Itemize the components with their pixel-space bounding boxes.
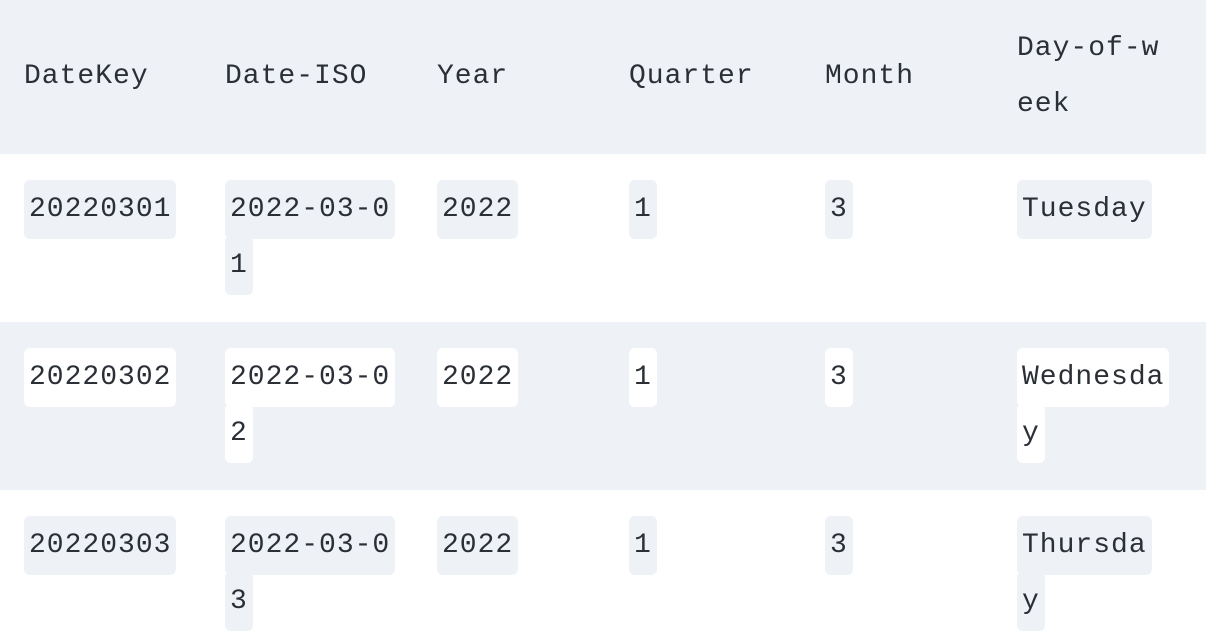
- column-header-datekey: DateKey: [24, 61, 149, 92]
- table-row: 20220301 2022-03-01 2022 1 3 Tuesday: [0, 154, 1206, 322]
- header-row: DateKey Date-ISO Year Quarter Month Day-…: [0, 0, 1206, 154]
- table-header: DateKey Date-ISO Year Quarter Month Day-…: [0, 0, 1206, 154]
- table-row: 20220302 2022-03-02 2022 1 3 Wednesday: [0, 322, 1206, 490]
- cell-date-iso: 2022-03-02: [201, 322, 413, 490]
- cell-day-of-week: Wednesday: [993, 322, 1206, 490]
- column-header-date-iso: Date-ISO: [225, 61, 368, 92]
- cell-quarter: 1: [605, 154, 801, 322]
- cell-year: 2022: [413, 322, 605, 490]
- cell-datekey: 20220301: [0, 154, 201, 322]
- cell-quarter: 1: [605, 322, 801, 490]
- cell-month: 3: [801, 490, 993, 632]
- column-header-month: Month: [825, 61, 915, 92]
- column-header-day-of-week: Day-of-week: [1017, 33, 1160, 120]
- cell-date-iso: 2022-03-03: [201, 490, 413, 632]
- table-row: 20220303 2022-03-03 2022 1 3 Thursday: [0, 490, 1206, 632]
- cell-year: 2022: [413, 490, 605, 632]
- cell-date-iso: 2022-03-01: [201, 154, 413, 322]
- column-header-year: Year: [437, 61, 509, 92]
- cell-quarter: 1: [605, 490, 801, 632]
- cell-month: 3: [801, 154, 993, 322]
- cell-datekey: 20220302: [0, 322, 201, 490]
- cell-month: 3: [801, 322, 993, 490]
- cell-datekey: 20220303: [0, 490, 201, 632]
- cell-day-of-week: Thursday: [993, 490, 1206, 632]
- cell-year: 2022: [413, 154, 605, 322]
- cell-day-of-week: Tuesday: [993, 154, 1206, 322]
- column-header-quarter: Quarter: [629, 61, 754, 92]
- table-body: 20220301 2022-03-01 2022 1 3 Tuesday 202…: [0, 154, 1206, 632]
